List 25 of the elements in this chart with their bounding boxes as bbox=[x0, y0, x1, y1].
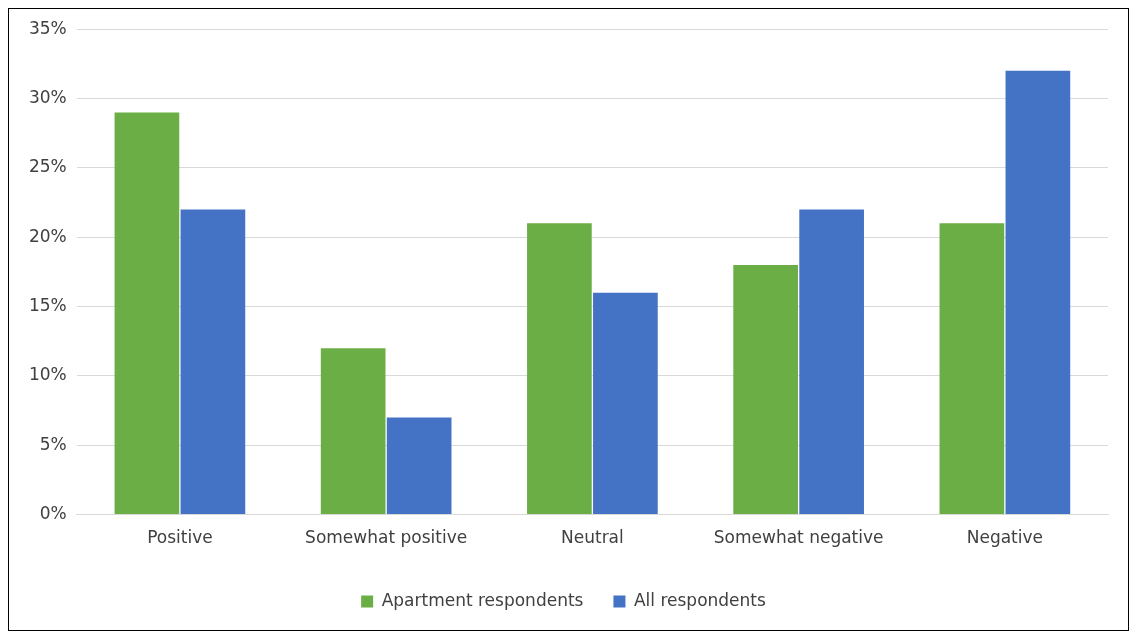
y-tick-label: 0% bbox=[39, 503, 67, 524]
bar bbox=[799, 209, 864, 515]
legend-label: Apartment respondents bbox=[381, 589, 584, 610]
y-tick-label: 5% bbox=[39, 433, 67, 454]
bar bbox=[593, 292, 658, 515]
y-tick-label: 15% bbox=[28, 294, 67, 315]
legend-label: All respondents bbox=[633, 589, 767, 610]
x-tick-label: Somewhat positive bbox=[305, 527, 468, 548]
bar bbox=[1005, 70, 1071, 515]
bar bbox=[939, 223, 1005, 515]
y-tick-label: 25% bbox=[28, 156, 67, 177]
y-tick-label: 10% bbox=[28, 364, 67, 385]
y-tick-label: 20% bbox=[28, 225, 67, 246]
y-tick-label: 30% bbox=[28, 86, 67, 107]
bar bbox=[320, 348, 386, 515]
x-tick-label: Somewhat negative bbox=[713, 527, 884, 548]
bar bbox=[114, 112, 180, 515]
bar bbox=[733, 264, 798, 515]
bar bbox=[386, 417, 452, 515]
x-tick-label: Neutral bbox=[561, 527, 624, 548]
x-tick-label: Positive bbox=[147, 527, 213, 548]
y-tick-label: 35% bbox=[28, 17, 67, 38]
bar bbox=[180, 209, 246, 515]
bar bbox=[527, 223, 592, 515]
x-tick-label: Negative bbox=[966, 527, 1044, 548]
